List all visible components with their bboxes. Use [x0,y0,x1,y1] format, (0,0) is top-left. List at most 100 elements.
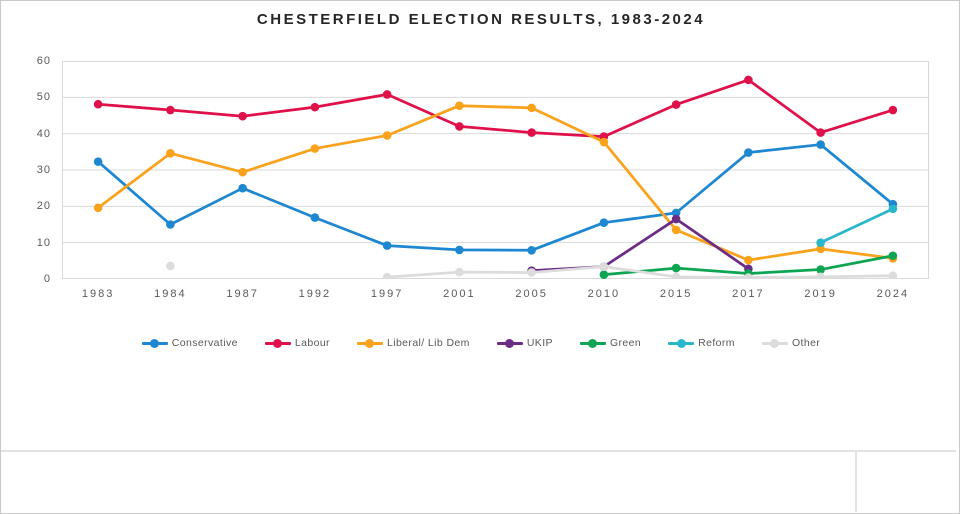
legend-line-dot-icon [496,338,523,348]
x-axis-tick-label: 2019 [804,288,837,300]
data-point-reform-2024 [888,204,898,214]
data-point-labour-2015 [671,100,681,109]
legend-item-other: Other [761,337,821,349]
data-point-conservative-1992 [310,213,320,222]
data-point-conservative-1983 [93,157,103,166]
data-point-labour-1984 [166,105,175,115]
x-axis-tick-label: 2001 [443,288,476,300]
series-line-other [385,265,895,279]
legend-line-dot-icon [141,338,168,348]
chart-title: CHESTERFIELD ELECTION RESULTS, 1983-2024 [256,11,706,28]
legend-label: Green [609,337,642,349]
object-boundary-horizontal-line [1,450,956,452]
data-point-conservative-2005 [527,245,536,255]
data-point-liberal-lib-dem-1984 [166,148,175,158]
data-point-reform-2019 [816,238,825,247]
legend-line-dot-icon [356,338,383,348]
data-point-ukip-2015 [671,214,681,224]
data-point-conservative-1984 [166,220,175,229]
data-point-liberal-lib-dem-2019 [816,244,825,254]
chart-object[interactable]: CHESTERFIELD ELECTION RESULTS, 1983-2024… [1,1,959,450]
series-line-ukip [530,217,750,273]
data-point-other-2005 [527,268,536,277]
series-line-conservative [96,143,895,252]
y-axis-tick-label: 50 [36,91,51,104]
data-point-labour-2024 [888,105,898,115]
data-point-liberal-lib-dem-1987 [238,167,247,177]
data-point-labour-2019 [816,128,825,137]
x-axis-tick-label: 2010 [587,288,621,300]
data-point-green-2019 [816,265,825,274]
legend: Conservative Labour Liberal/ Lib Dem UKIP Gr… [1,335,959,351]
data-point-labour-2001 [455,122,464,131]
legend-line-dot-icon [668,338,695,348]
data-point-liberal-lib-dem-2005 [527,103,536,113]
y-axis-tick-label: 30 [36,164,51,176]
plot-border [62,61,929,279]
legend-item-conservative: Conservative [141,337,238,349]
plot-area [62,61,929,279]
data-point-liberal-lib-dem-1983 [93,203,103,213]
object-boundary-vertical-line [855,452,857,512]
data-point-other-1997 [382,272,392,279]
x-axis-tick-label: 2024 [876,288,910,300]
series-line-reform [819,207,895,245]
legend-label: Other [791,337,821,349]
data-point-conservative-2001 [455,245,464,255]
data-point-green-2024 [888,251,898,261]
legend-label: UKIP [526,337,553,349]
series-line-liberal-lib-dem [96,104,895,262]
data-point-liberal-lib-dem-2015 [671,225,681,235]
data-point-labour-2017 [744,75,753,85]
data-point-labour-1997 [382,90,392,99]
legend-item-green: Green [579,337,642,349]
data-point-liberal-lib-dem-1997 [382,131,392,140]
data-point-liberal-lib-dem-2010 [599,137,609,147]
legend-item-liberal-lib-dem: Liberal/ Lib Dem [356,337,470,349]
legend-line-dot-icon [264,338,291,348]
data-point-other-2017 [744,273,753,279]
data-point-labour-1983 [93,99,103,109]
legend-line-dot-icon [579,338,606,348]
series-line-labour [96,78,895,138]
data-point-conservative-2017 [744,148,753,157]
data-point-other-1984 [166,261,175,271]
x-axis-tick-label: 1987 [226,288,259,300]
data-point-conservative-1987 [238,183,247,193]
data-point-green-2015 [671,263,681,273]
data-point-other-2010 [599,262,609,271]
data-point-conservative-2015 [671,208,681,218]
y-axis-tick-label: 40 [36,127,51,140]
data-point-liberal-lib-dem-2001 [455,101,464,110]
y-axis-tick-label: 20 [36,200,51,213]
data-point-conservative-2019 [816,140,825,149]
data-point-labour-2005 [527,128,536,137]
legend-label: Liberal/ Lib Dem [386,337,470,349]
y-axis-tick-label: 60 [36,55,51,67]
data-point-liberal-lib-dem-2017 [744,255,753,265]
legend-item-labour: Labour [264,337,330,349]
y-axis-tick-label: 10 [36,236,51,249]
legend-label: Conservative [171,337,238,349]
data-point-other-2024 [888,271,898,279]
x-axis-tick-label: 1992 [298,288,332,300]
data-point-conservative-1997 [382,241,392,250]
x-axis-tick-label: 1984 [154,288,187,300]
legend-item-reform: Reform [668,337,735,349]
data-point-green-2010 [599,270,609,279]
data-point-liberal-lib-dem-1992 [310,144,320,153]
x-axis-tick-label: 2017 [732,288,765,300]
x-axis-tick-label: 2005 [515,288,548,300]
data-point-other-2001 [455,267,464,277]
x-axis-tick-label: 2015 [659,288,693,300]
legend-line-dot-icon [761,338,788,348]
legend-label: Reform [698,337,735,349]
data-point-labour-1992 [310,102,320,112]
x-axis-tick-label: 1983 [81,288,115,300]
data-point-conservative-2010 [599,218,609,227]
data-point-labour-1987 [238,111,247,121]
x-axis-tick-label: 1997 [370,288,404,300]
legend-item-ukip: UKIP [496,337,553,349]
data-point-other-2019 [816,272,825,279]
